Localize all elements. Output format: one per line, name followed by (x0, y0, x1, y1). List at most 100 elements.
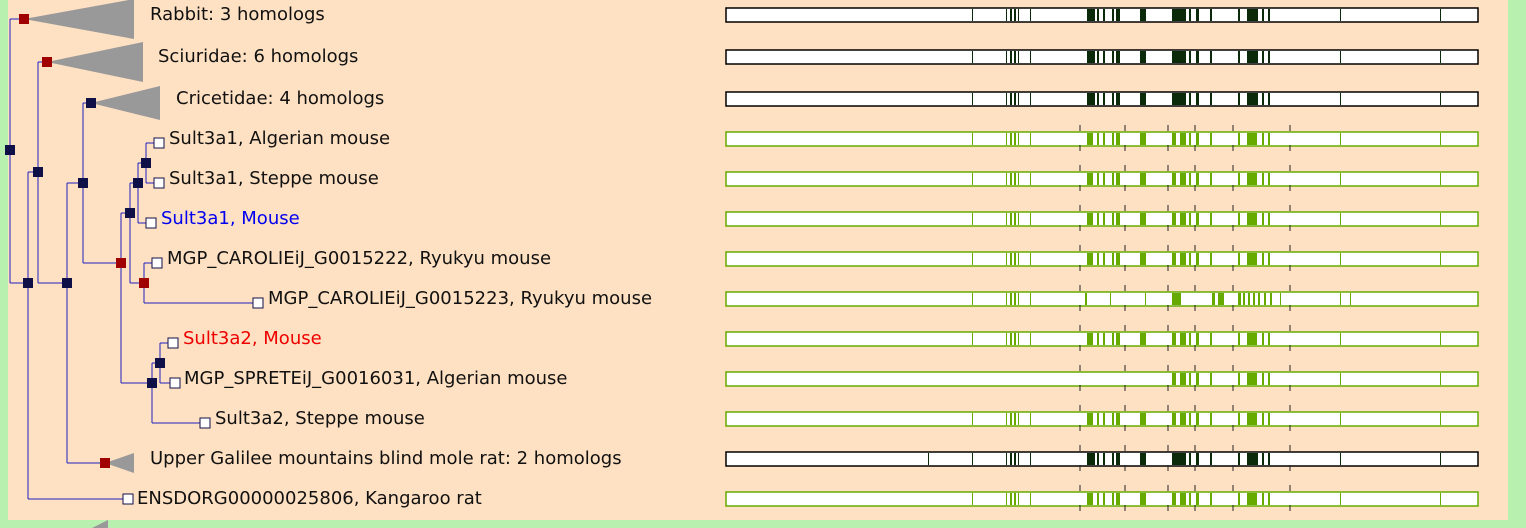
alignment-block (1189, 93, 1191, 105)
alignment-block (1103, 133, 1105, 145)
alignment-block (1250, 9, 1258, 21)
alignment-block (1014, 213, 1016, 225)
alignment-bar (725, 491, 1479, 507)
alignment-block (1247, 333, 1257, 345)
leaf-label: Upper Galilee mountains blind mole rat: … (150, 448, 622, 469)
alignment-block (1174, 93, 1180, 105)
alignment-block (1210, 253, 1212, 265)
alignment-block (1340, 93, 1341, 105)
leaf-label: Cricetidae: 4 homologs (176, 88, 384, 109)
alignment-block (1180, 51, 1186, 63)
alignment-block (1140, 333, 1146, 345)
alignment-block (1196, 133, 1199, 145)
alignment-block (1268, 413, 1270, 425)
alignment-block (1014, 293, 1016, 305)
alignment-block (1097, 51, 1099, 63)
alignment-block (1340, 373, 1341, 385)
alignment-block (1262, 133, 1264, 145)
alignment-block (1238, 373, 1240, 385)
alignment-block (1280, 293, 1281, 305)
alignment-block (1180, 173, 1186, 185)
alignment-block (1210, 9, 1212, 21)
alignment-block (1085, 293, 1087, 305)
alignment-block (1440, 373, 1441, 385)
alignment-block (1268, 213, 1270, 225)
alignment-block (1030, 213, 1031, 225)
alignment-block (1006, 253, 1007, 265)
alignment-block (1006, 133, 1007, 145)
alignment-block (1014, 253, 1016, 265)
alignment-block (1006, 213, 1007, 225)
alignment-block (1172, 293, 1181, 305)
alignment-block (1262, 453, 1264, 465)
alignment-block (1103, 413, 1105, 425)
alignment-block (1268, 333, 1270, 345)
tree-node (125, 208, 135, 218)
alignment-block (1140, 133, 1146, 145)
alignment-block (1091, 9, 1095, 21)
alignment-block (1097, 133, 1099, 145)
alignment-block (1018, 413, 1019, 425)
leaf-node (252, 297, 264, 309)
collapsed-clade (24, 0, 134, 39)
alignment-block (1014, 51, 1016, 63)
alignment-block (1010, 333, 1012, 345)
alignment-block (1258, 293, 1260, 305)
collapsed-clade (105, 453, 134, 473)
alignment-block (1180, 413, 1186, 425)
alignment-block (1097, 493, 1099, 505)
alignment-block (1180, 9, 1186, 21)
clade-node (100, 458, 110, 468)
alignment-block (1018, 493, 1019, 505)
alignment-block (1247, 253, 1257, 265)
alignment-block (1010, 213, 1012, 225)
alignment-block (1140, 213, 1146, 225)
alignment-block (1014, 333, 1016, 345)
alignment-block (1262, 253, 1264, 265)
alignment-block (1172, 253, 1176, 265)
alignment-block (1006, 9, 1007, 21)
alignment-block (1268, 493, 1270, 505)
alignment-block (1097, 453, 1099, 465)
alignment-block (1262, 213, 1264, 225)
alignment-block (1087, 93, 1093, 105)
alignment-block (1210, 213, 1212, 225)
alignment-block (1196, 453, 1199, 465)
alignment-block (1112, 93, 1114, 105)
alignment-block (1180, 333, 1186, 345)
alignment-block (1110, 293, 1111, 305)
alignment-bar (725, 49, 1479, 65)
alignment-block (1087, 453, 1093, 465)
alignment-block (1189, 213, 1191, 225)
alignment-block (1091, 453, 1095, 465)
alignment-block (1116, 413, 1120, 425)
alignment-block (972, 293, 973, 305)
alignment-block (972, 253, 973, 265)
alignment-block (972, 93, 973, 105)
alignment-block (1238, 213, 1240, 225)
tree-node (141, 158, 151, 168)
alignment-block (1140, 493, 1146, 505)
alignment-block (1145, 293, 1146, 305)
alignment-block (1210, 333, 1212, 345)
alignment-block (1018, 213, 1019, 225)
tree-node (5, 145, 15, 155)
alignment-block (1189, 453, 1191, 465)
alignment-block (1010, 173, 1012, 185)
alignment-block (1140, 413, 1146, 425)
alignment-block (972, 173, 973, 185)
alignment-block (1018, 253, 1019, 265)
alignment-block (1030, 133, 1031, 145)
alignment-block (1010, 253, 1012, 265)
alignment-block (1253, 293, 1255, 305)
alignment-block (1087, 253, 1093, 265)
alignment-block (1238, 333, 1240, 345)
alignment-block (1030, 173, 1031, 185)
alignment-block (1006, 173, 1007, 185)
alignment-block (1340, 173, 1341, 185)
alignment-block (1018, 51, 1019, 63)
alignment-block (972, 213, 973, 225)
alignment-block (1103, 51, 1105, 63)
alignment-block (1262, 51, 1264, 63)
alignment-block (1014, 453, 1016, 465)
